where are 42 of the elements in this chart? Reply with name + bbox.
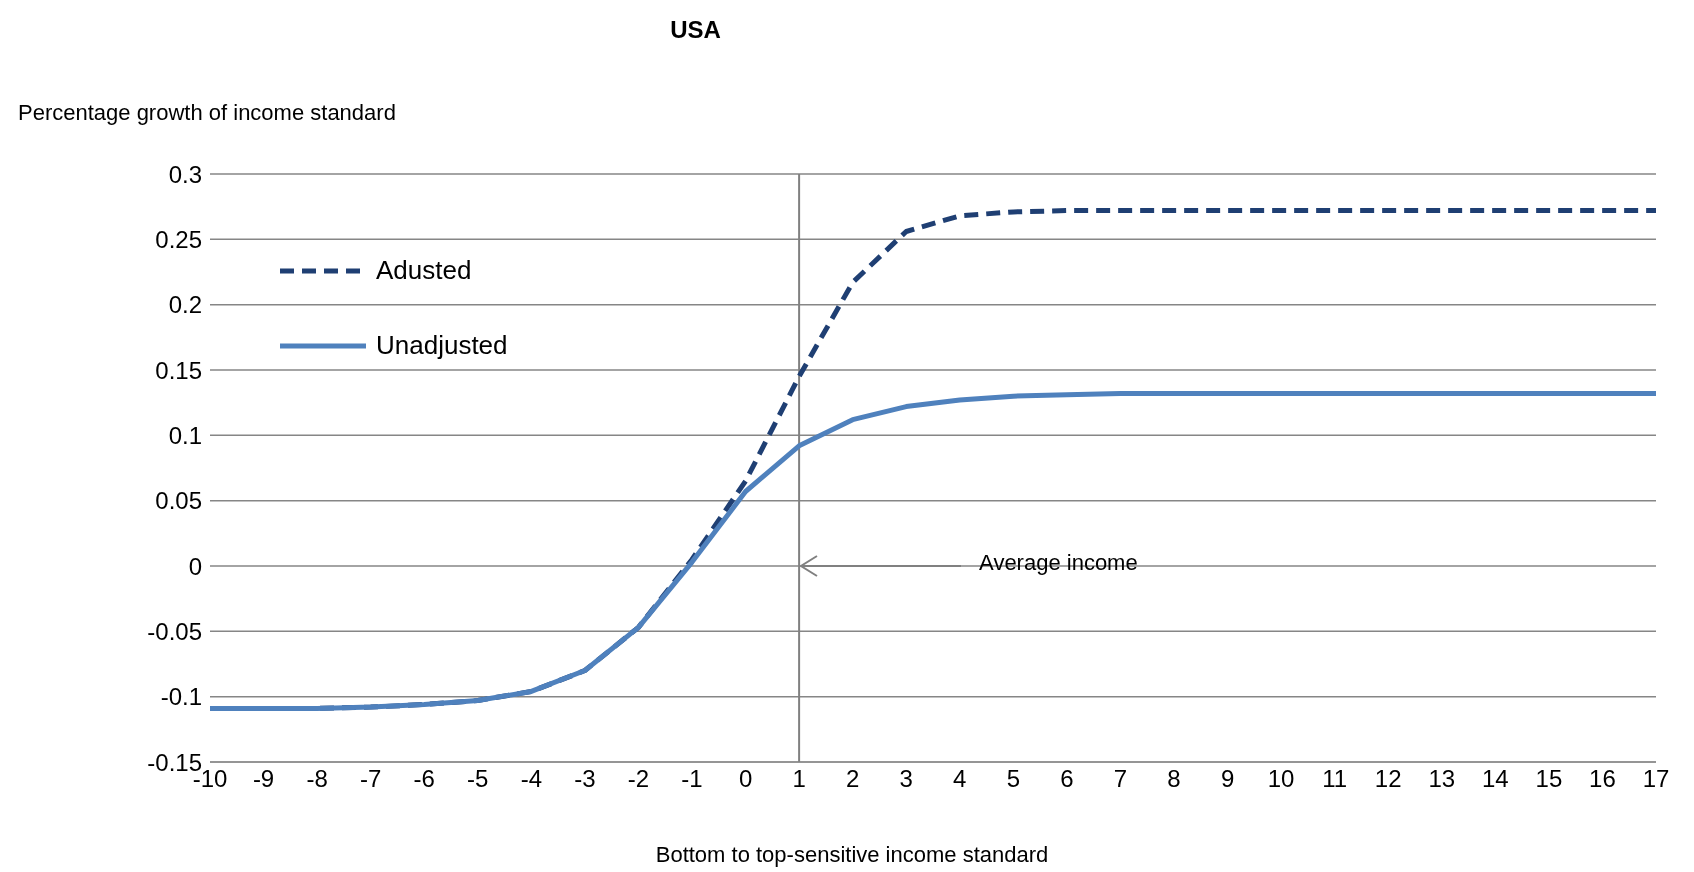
y-tick-label: 0.3 [168,160,202,188]
x-tick-label: -9 [252,765,275,793]
annotation: Average income [979,550,1138,576]
x-tick-label: -1 [681,765,703,793]
x-tick-label: -5 [467,765,489,793]
x-tick-label: -4 [520,765,543,793]
x-tick-label: 13 [1428,765,1456,793]
y-axis-title: Percentage growth of income standard [18,100,396,126]
x-tick-label: 0 [738,765,753,793]
y-tick-label: -0.05 [147,617,202,645]
legend-label: Unadjusted [376,330,508,361]
y-tick-label: -0.1 [160,683,202,711]
x-tick-label: 12 [1374,765,1402,793]
x-tick-label: 16 [1589,765,1616,793]
y-tick-label: 0.25 [155,225,202,253]
x-tick-label: 17 [1642,765,1670,793]
y-tick-label: 0.1 [168,421,202,449]
y-tick-label: 0 [188,552,202,580]
x-axis-title: Bottom to top-sensitive income standard [654,842,1050,868]
legend-label: Adusted [376,255,472,286]
y-tick-label: 0.2 [168,291,202,319]
x-tick-label: 7 [1113,765,1128,793]
x-tick-label: -8 [306,765,328,793]
x-tick-label: 14 [1481,765,1509,793]
x-tick-label: 6 [1060,765,1074,793]
x-tick-label: -7 [359,765,382,793]
chart-title: USA [669,16,722,44]
x-tick-label: 5 [1006,765,1021,793]
y-tick-label: 0.05 [155,487,202,515]
x-tick-label: 15 [1535,765,1563,793]
y-tick-label: 0.15 [155,356,202,384]
x-tick-label: -2 [627,765,650,793]
x-tick-label: -6 [413,765,435,793]
x-tick-label: 4 [953,765,967,793]
x-tick-label: 1 [792,765,806,793]
x-tick-label: 8 [1167,765,1181,793]
x-tick-label: 11 [1322,765,1348,793]
x-tick-label: 10 [1267,765,1295,793]
x-tick-label: 2 [845,765,860,793]
x-tick-label: 3 [899,765,913,793]
x-tick-label: 9 [1220,765,1235,793]
x-tick-label: -3 [574,765,596,793]
